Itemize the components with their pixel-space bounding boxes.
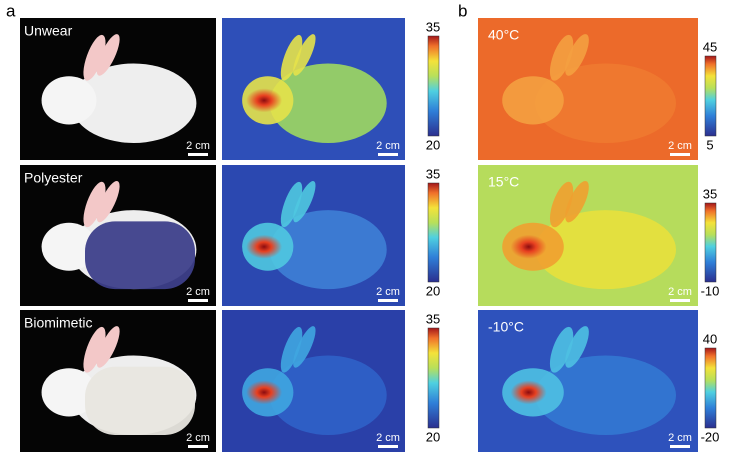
colorbar-min: 20: [426, 429, 440, 444]
rabbit-ear: [96, 326, 120, 368]
scale-bar: [378, 445, 398, 448]
colorbar-max: 35: [426, 311, 440, 326]
rabbit-ear: [280, 181, 303, 228]
panel-label: a: [6, 1, 16, 20]
colorbar-max: 35: [426, 166, 440, 181]
hot-spot: [246, 234, 283, 259]
rabbit-ear: [549, 181, 574, 228]
rabbit-ear: [96, 34, 120, 76]
temperature-label: -10°C: [488, 319, 524, 335]
rabbit-body: [269, 63, 387, 143]
scale-bar: [378, 299, 398, 302]
rabbit-ear: [83, 34, 106, 81]
scale-bar-label: 2 cm: [186, 140, 210, 152]
rabbit-head: [41, 222, 97, 271]
colorbar: [704, 55, 717, 137]
scale-bar: [188, 299, 208, 302]
rabbit-ear: [280, 326, 303, 373]
rabbit-ear: [293, 181, 316, 223]
scale-bar-label: 2 cm: [668, 140, 692, 152]
rabbit-ear: [293, 326, 316, 368]
rabbit-head: [41, 76, 97, 125]
rabbit-body: [269, 355, 387, 435]
rabbit-ear: [565, 326, 589, 368]
colorbar: [427, 327, 440, 429]
rabbit-ear: [83, 326, 106, 373]
rabbit-ear: [280, 34, 303, 81]
scale-bar-label: 2 cm: [376, 286, 400, 298]
rabbit-ear: [565, 34, 589, 76]
hot-spot: [510, 380, 547, 405]
colorbar-max: 35: [426, 19, 440, 34]
colorbar: [427, 35, 440, 137]
rabbit-body: [535, 355, 676, 435]
scale-bar-label: 2 cm: [186, 286, 210, 298]
scale-bar: [670, 445, 690, 448]
row-label: Polyester: [24, 170, 83, 186]
rabbit-body: [70, 63, 197, 143]
temperature-label: 40°C: [488, 27, 519, 43]
rabbit-body: [535, 63, 676, 143]
hot-spot: [246, 88, 283, 113]
scale-bar: [188, 153, 208, 156]
rabbit-ear: [293, 34, 316, 76]
colorbar-min: -20: [701, 429, 720, 444]
rabbit-ear: [549, 34, 574, 81]
rabbit-head: [41, 368, 97, 417]
colorbar-min: 20: [426, 283, 440, 298]
garment: [85, 221, 195, 290]
colorbar-max: 35: [703, 186, 717, 201]
hot-spot: [246, 380, 283, 405]
rabbit-ear: [565, 180, 589, 223]
scale-bar: [670, 299, 690, 302]
scale-bar-label: 2 cm: [668, 432, 692, 444]
hot-spot: [510, 234, 547, 259]
scale-bar-label: 2 cm: [668, 286, 692, 298]
temperature-label: 15°C: [488, 174, 519, 190]
colorbar-min: 5: [706, 137, 713, 152]
rabbit-body: [269, 210, 387, 290]
colorbar: [704, 202, 717, 283]
row-label: Unwear: [24, 23, 73, 39]
scale-bar: [188, 445, 208, 448]
garment: [85, 366, 195, 435]
rabbit-body: [535, 210, 676, 290]
colorbar: [427, 182, 440, 283]
colorbar-min: 20: [426, 137, 440, 152]
colorbar: [704, 347, 717, 429]
scale-bar-label: 2 cm: [376, 140, 400, 152]
scale-bar-label: 2 cm: [186, 432, 210, 444]
rabbit-ear: [96, 181, 120, 223]
rabbit-ear: [549, 326, 574, 373]
colorbar-max: 45: [703, 39, 717, 54]
rabbit-head: [502, 76, 564, 125]
colorbar-max: 40: [703, 331, 717, 346]
scale-bar-label: 2 cm: [376, 432, 400, 444]
scale-bar: [378, 153, 398, 156]
row-label: Biomimetic: [24, 315, 92, 331]
scale-bar: [670, 153, 690, 156]
panel-label: b: [458, 1, 467, 20]
colorbar-min: -10: [701, 283, 720, 298]
rabbit-ear: [83, 181, 106, 228]
